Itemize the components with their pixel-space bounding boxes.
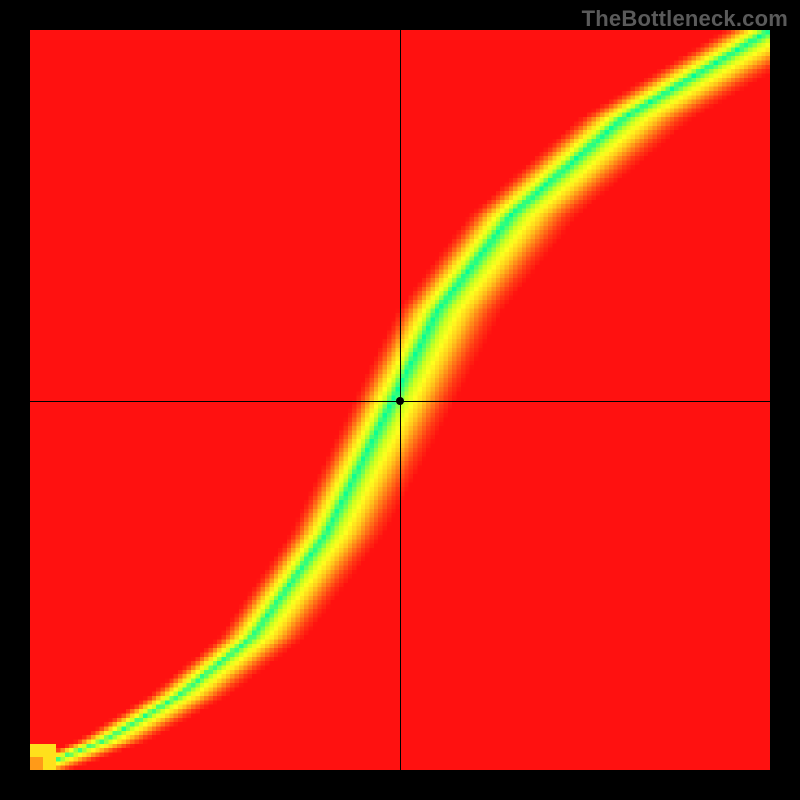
plot-area [30,30,770,770]
heatmap-canvas [30,30,770,770]
watermark-text: TheBottleneck.com [582,6,788,32]
chart-container: TheBottleneck.com [0,0,800,800]
